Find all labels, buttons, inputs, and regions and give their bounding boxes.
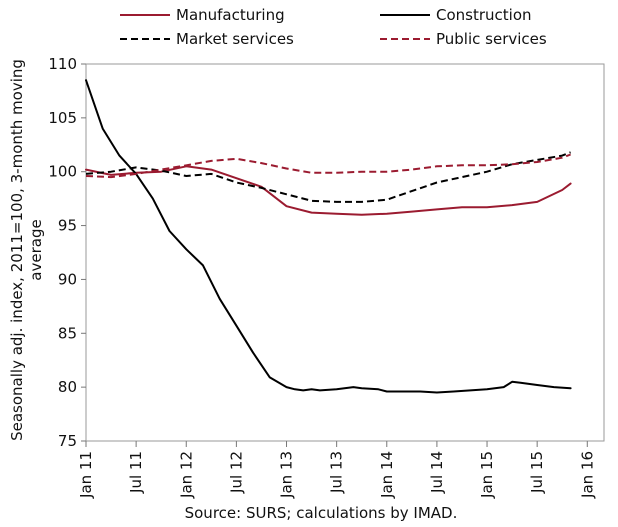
source-note: Source: SURS; calculations by IMAD. [185, 504, 458, 522]
legend-label: Construction [436, 6, 532, 24]
legend: Manufacturing Construction Market services… [120, 6, 547, 48]
legend-item-market-services: Market services [120, 30, 294, 48]
series-line-construction [85, 79, 572, 394]
y-tick-label: 90 [58, 270, 77, 288]
y-tick-label: 105 [48, 109, 77, 127]
plot-frame [85, 63, 605, 442]
x-tick-label: Jan 16 [578, 451, 596, 499]
x-tick-label: Jan 15 [478, 451, 496, 499]
x-tick-label: Jul 13 [328, 451, 346, 494]
legend-label: Manufacturing [176, 6, 285, 24]
y-tick-label: 95 [58, 217, 77, 235]
x-tick-label: Jul 14 [428, 451, 446, 494]
y-tick-label: 80 [58, 378, 77, 396]
y-tick-label: 100 [48, 163, 77, 181]
x-tick-label: Jul 15 [528, 451, 546, 494]
plot-area: 75 80 85 90 95 100 105 110 Jan 11 Jul 11 Jan 12 Jul… [48, 55, 605, 499]
legend-item-public-services: Public services [380, 30, 547, 48]
legend-label: Public services [436, 30, 547, 48]
y-tick-label: 85 [58, 324, 77, 342]
x-tick-label: Jan 14 [378, 451, 396, 499]
x-tick-label: Jul 11 [127, 451, 145, 494]
x-tick-label: Jan 12 [177, 451, 195, 499]
y-axis-title-line-1: Seasonally adj. index, 2011=100, 3-month… [8, 59, 26, 441]
y-tick-label: 110 [48, 55, 77, 73]
series-line-public-services [85, 153, 571, 179]
legend-item-manufacturing: Manufacturing [120, 6, 285, 24]
legend-item-construction: Construction [380, 6, 532, 24]
legend-label: Market services [176, 30, 294, 48]
x-tick-label: Jan 13 [278, 451, 296, 499]
x-tick-label: Jul 12 [227, 451, 245, 494]
y-tick-label: 75 [58, 432, 77, 450]
x-tick-label: Jan 11 [77, 451, 95, 499]
y-axis-title-line-2: average [27, 219, 45, 280]
series-line-manufacturing [85, 165, 572, 216]
series-line-market-services [85, 151, 571, 203]
